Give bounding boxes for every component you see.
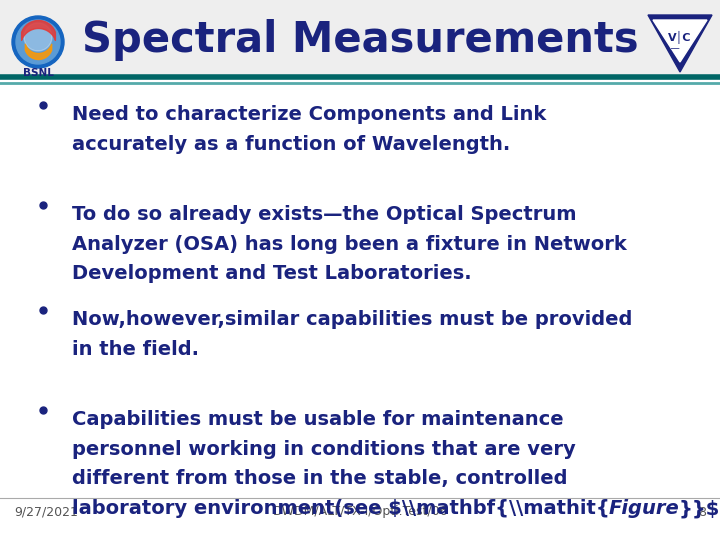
Circle shape <box>24 23 52 51</box>
Text: in the field.: in the field. <box>72 340 199 359</box>
Bar <box>0 0 720 80</box>
Circle shape <box>16 20 60 64</box>
Text: Spectral Measurements: Spectral Measurements <box>81 19 639 61</box>
Text: DWDM/ALT/TX-I/Opti.Test/06: DWDM/ALT/TX-I/Opti.Test/06 <box>272 505 448 518</box>
Text: laboratory environment(see $\\mathbf{\\mathit{: laboratory environment(see $\\mathbf{\\m… <box>72 499 610 518</box>
Text: Now,however,similar capabilities must be provided: Now,however,similar capabilities must be… <box>72 310 632 329</box>
Text: personnel working in conditions that are very: personnel working in conditions that are… <box>72 440 576 458</box>
Text: Figure: Figure <box>608 499 680 518</box>
Text: Need to characterize Components and Link: Need to characterize Components and Link <box>72 105 546 124</box>
Text: }}$).: }}$). <box>679 499 720 518</box>
Text: different from those in the stable, controlled: different from those in the stable, cont… <box>72 469 567 488</box>
Polygon shape <box>653 20 707 62</box>
Text: ―: ― <box>671 44 679 53</box>
Text: Capabilities must be usable for maintenance: Capabilities must be usable for maintena… <box>72 410 564 429</box>
Text: Analyzer (OSA) has long been a fixture in Network: Analyzer (OSA) has long been a fixture i… <box>72 235 626 254</box>
Polygon shape <box>648 15 712 72</box>
Text: 8: 8 <box>698 505 706 518</box>
Text: V│C: V│C <box>668 30 692 44</box>
Text: Development and Test Laboratories.: Development and Test Laboratories. <box>72 265 472 284</box>
Text: To do so already exists—the Optical Spectrum: To do so already exists—the Optical Spec… <box>72 205 577 224</box>
Text: BSNL: BSNL <box>22 68 53 78</box>
Text: accurately as a function of Wavelength.: accurately as a function of Wavelength. <box>72 134 510 154</box>
Text: 9/27/2021: 9/27/2021 <box>14 505 78 518</box>
Circle shape <box>12 16 64 68</box>
